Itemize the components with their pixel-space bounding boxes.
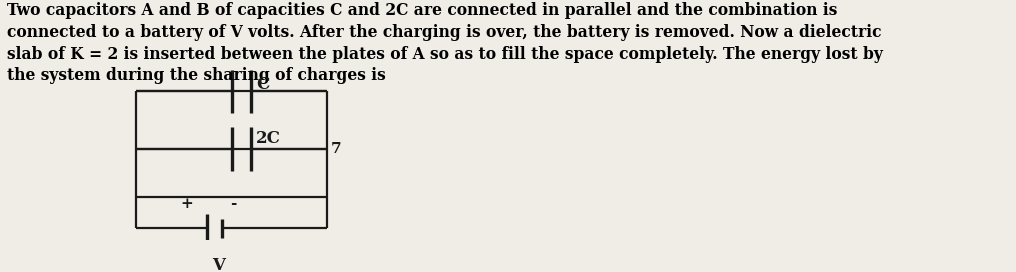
Text: -: - (230, 197, 237, 211)
Text: Two capacitors A and B of capacities C and 2C are connected in parallel and the : Two capacitors A and B of capacities C a… (7, 2, 883, 84)
Text: +: + (181, 197, 193, 211)
Text: C: C (256, 76, 269, 93)
Text: 7: 7 (331, 142, 341, 156)
Text: V: V (212, 257, 225, 272)
Text: 2C: 2C (256, 130, 281, 147)
